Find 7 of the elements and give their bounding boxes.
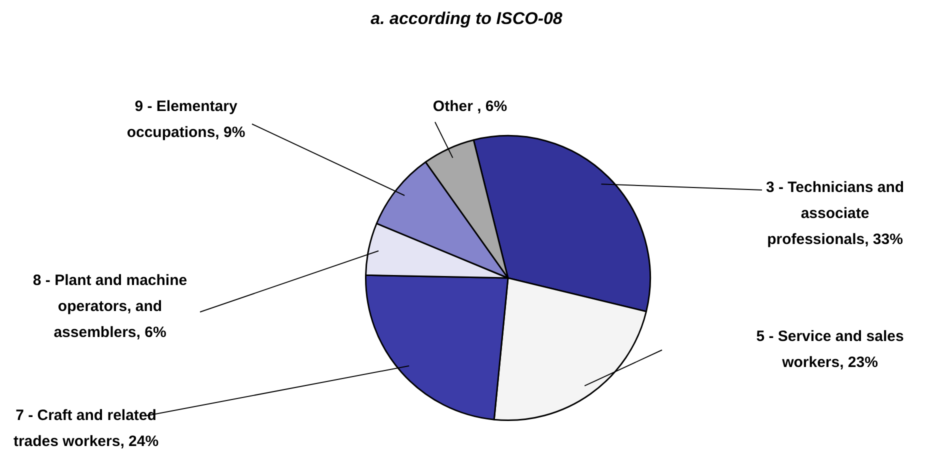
- chart-title: a. according to ISCO-08: [370, 9, 563, 28]
- slice-label: 7 - Craft and related trades workers, 24%: [13, 407, 159, 450]
- slice-label: 9 - Elementary occupations, 9%: [126, 98, 246, 141]
- slice-label: Other , 6%: [432, 98, 508, 115]
- slice-label: 8 - Plant and machine operators, and assemblers, 6%: [32, 272, 188, 341]
- slice-label: 3 - Technicians and associate professionals, 33%: [766, 179, 904, 248]
- slice-label: 5 - Service and sales workers, 23%: [756, 328, 904, 371]
